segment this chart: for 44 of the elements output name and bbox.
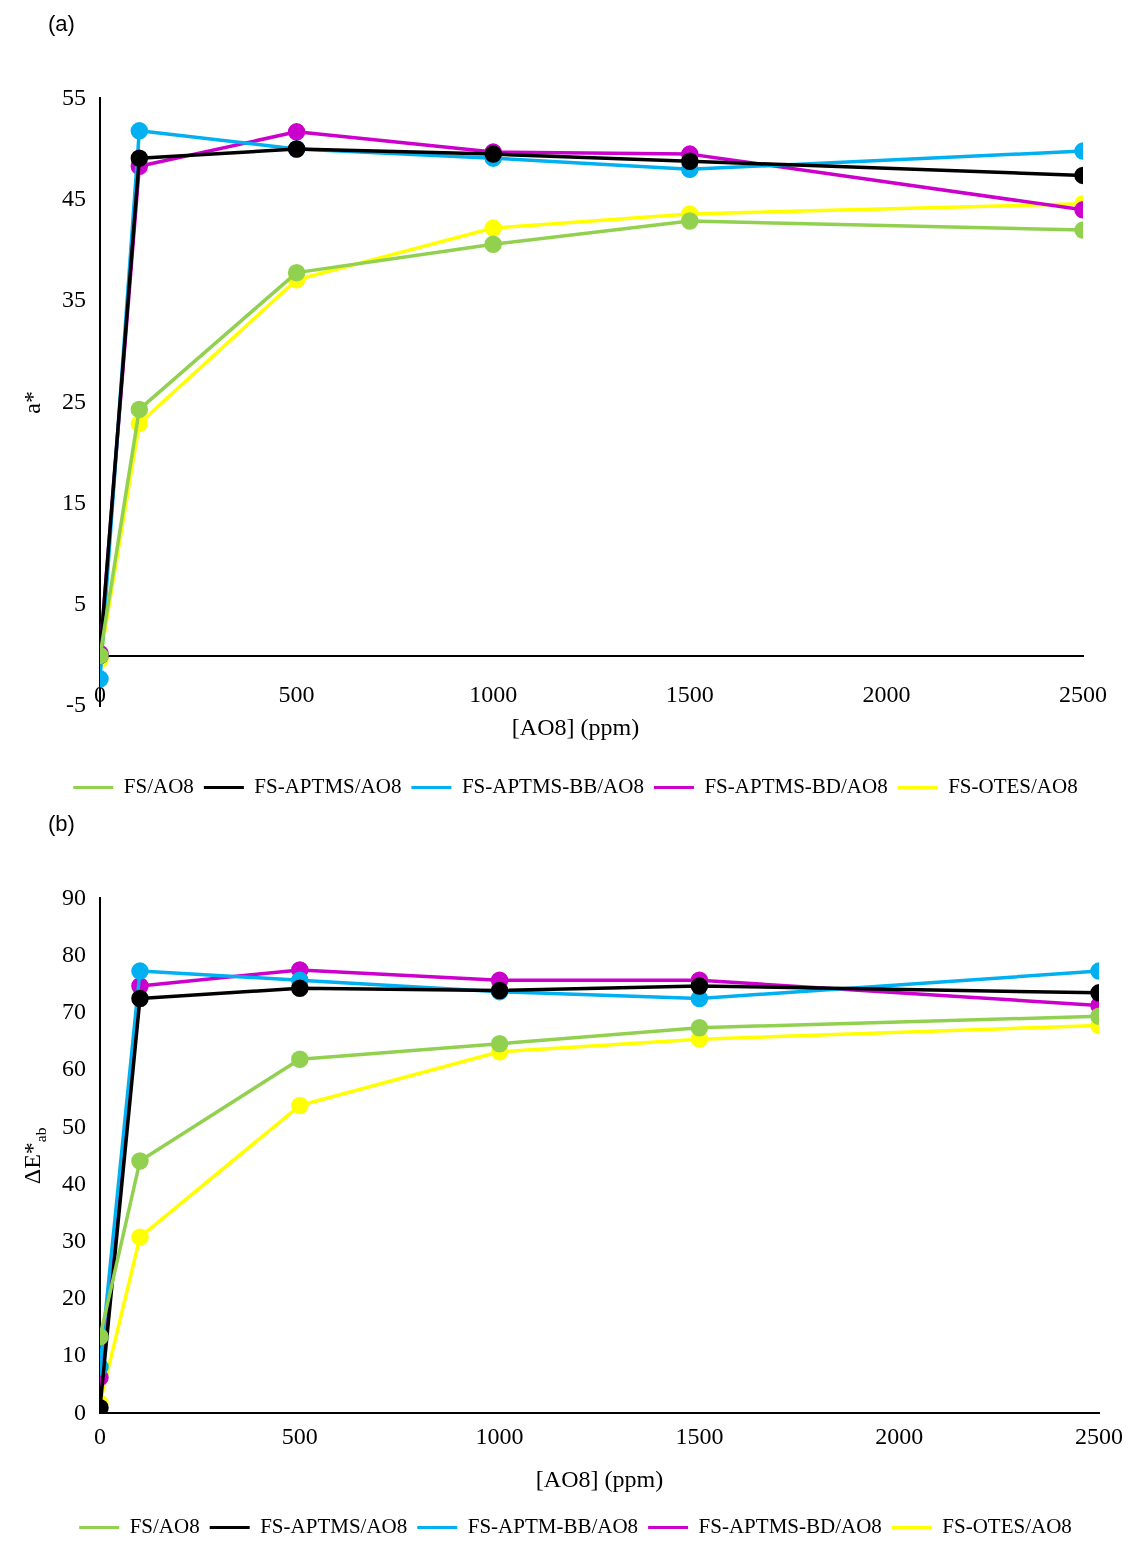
legend-label: FS-APTMS/AO8	[254, 774, 402, 799]
y-tick-label: 70	[62, 998, 86, 1025]
y-tick-label: 80	[62, 940, 86, 967]
x-tick-label: 2000	[875, 1423, 924, 1450]
y-tick-label: 10	[62, 1341, 86, 1368]
x-tick-label: 0	[94, 1423, 106, 1450]
y-tick-label: 60	[62, 1055, 86, 1082]
legend-label: FS-APTMS-BB/AO8	[461, 774, 644, 799]
y-tick-label: 55	[62, 83, 86, 110]
x-axis-title: [AO8] (ppm)	[535, 1465, 664, 1492]
chart-title: (a)	[48, 11, 75, 37]
y-tick-label: 15	[62, 488, 86, 515]
legend-label: FS-APTMS-BD/AO8	[698, 1514, 882, 1539]
x-tick-label: 500	[281, 1423, 318, 1450]
y-tick-label: 25	[62, 387, 86, 414]
y-tick-label: 5	[74, 590, 86, 617]
x-axis-title: [AO8] (ppm)	[511, 713, 640, 740]
y-tick-label: 40	[62, 1169, 86, 1196]
y-tick-label: -5	[66, 691, 86, 718]
y-axis-title: ΔE*ab	[19, 1127, 49, 1185]
legend-label: FS/AO8	[123, 774, 194, 799]
y-tick-label: 50	[62, 1112, 86, 1139]
x-tick-label: 500	[278, 681, 315, 708]
legend-label: FS-OTES/AO8	[948, 774, 1078, 799]
y-tick-label: 45	[62, 185, 86, 211]
x-tick-label: 2500	[1059, 681, 1107, 708]
x-tick-label: 1000	[475, 1423, 524, 1450]
legend-label: FS-APTMS-BD/AO8	[704, 774, 888, 799]
x-tick-label: 1500	[665, 681, 714, 708]
y-tick-label: 35	[62, 286, 86, 313]
legend-label: FS-APTM-BB/AO8	[467, 1514, 639, 1539]
y-tick-label: 90	[62, 883, 86, 910]
x-tick-label: 2000	[862, 681, 911, 708]
legend-label: FS/AO8	[129, 1514, 200, 1539]
y-tick-label: 20	[62, 1284, 86, 1311]
x-tick-label: 1000	[469, 681, 518, 708]
x-tick-label: 1500	[675, 1423, 724, 1450]
y-tick-label: 0	[74, 1398, 86, 1425]
x-tick-label: 2500	[1075, 1423, 1123, 1450]
y-axis-title: a*	[19, 390, 45, 414]
y-tick-label: 30	[62, 1227, 86, 1254]
chart-title: (b)	[48, 811, 75, 837]
legend-label: FS-OTES/AO8	[942, 1514, 1072, 1539]
legend-label: FS-APTMS/AO8	[260, 1514, 408, 1539]
